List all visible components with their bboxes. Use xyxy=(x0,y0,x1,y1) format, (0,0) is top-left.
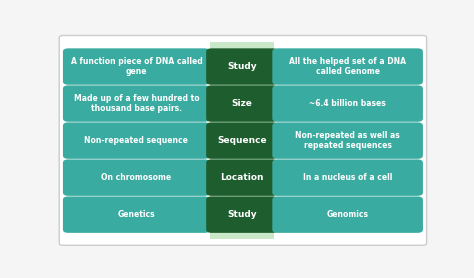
Text: Genomics: Genomics xyxy=(327,210,369,219)
FancyBboxPatch shape xyxy=(59,36,427,245)
FancyBboxPatch shape xyxy=(63,160,210,196)
Text: Study: Study xyxy=(227,210,257,219)
FancyBboxPatch shape xyxy=(206,48,278,85)
FancyBboxPatch shape xyxy=(206,122,278,159)
Text: In a nucleus of a cell: In a nucleus of a cell xyxy=(303,173,392,182)
FancyBboxPatch shape xyxy=(206,85,278,122)
Text: ~6.4 billion bases: ~6.4 billion bases xyxy=(309,99,386,108)
FancyBboxPatch shape xyxy=(63,85,210,122)
Text: A function piece of DNA called
gene: A function piece of DNA called gene xyxy=(71,57,202,76)
FancyBboxPatch shape xyxy=(272,85,423,122)
FancyBboxPatch shape xyxy=(63,122,210,159)
Text: Size: Size xyxy=(232,99,253,108)
FancyBboxPatch shape xyxy=(63,48,210,85)
FancyBboxPatch shape xyxy=(63,197,210,233)
Text: All the helped set of a DNA
called Genome: All the helped set of a DNA called Genom… xyxy=(289,57,406,76)
Text: Genetics: Genetics xyxy=(118,210,155,219)
FancyBboxPatch shape xyxy=(272,197,423,233)
Text: Non-repeated as well as
repeated sequences: Non-repeated as well as repeated sequenc… xyxy=(295,131,400,150)
Text: Location: Location xyxy=(220,173,264,182)
FancyBboxPatch shape xyxy=(272,160,423,196)
Text: Made up of a few hundred to
thousand base pairs.: Made up of a few hundred to thousand bas… xyxy=(73,94,199,113)
FancyBboxPatch shape xyxy=(272,48,423,85)
FancyBboxPatch shape xyxy=(272,122,423,159)
FancyBboxPatch shape xyxy=(206,197,278,233)
FancyBboxPatch shape xyxy=(210,42,274,239)
FancyBboxPatch shape xyxy=(206,160,278,196)
Text: Non-repeated sequence: Non-repeated sequence xyxy=(84,136,188,145)
Text: On chromosome: On chromosome xyxy=(101,173,172,182)
Text: Sequence: Sequence xyxy=(217,136,267,145)
Text: Study: Study xyxy=(227,62,257,71)
